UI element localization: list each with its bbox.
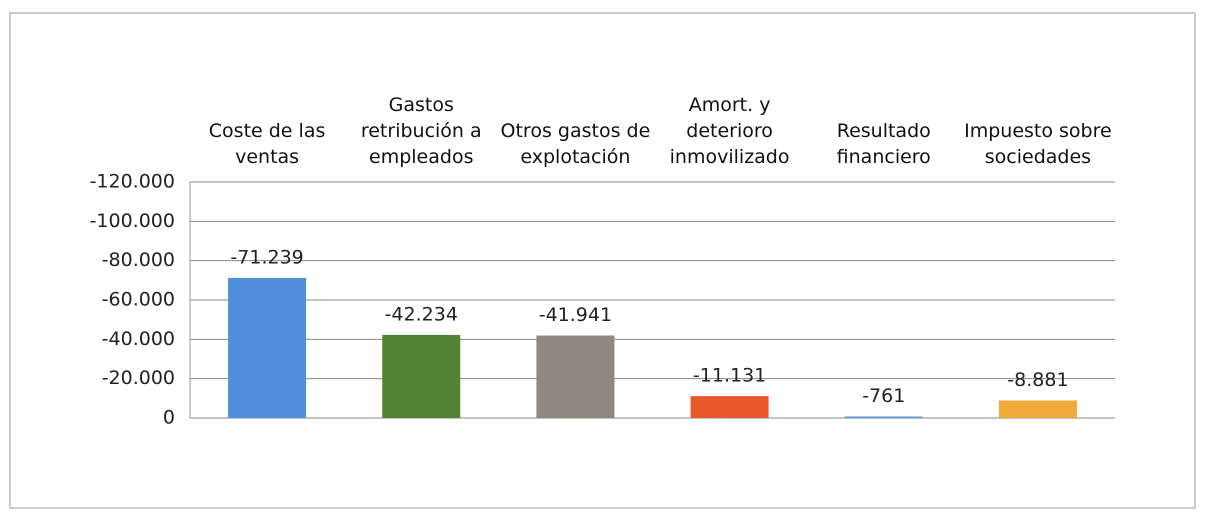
value-label: -8.881: [1007, 369, 1068, 391]
bar: [228, 277, 307, 418]
chart-frame: [9, 12, 1196, 509]
x-tick-label: Gastos retribución a empleados: [360, 94, 482, 168]
y-tick-label: 0: [163, 407, 175, 429]
x-tick-label: Otros gastos de explotación: [500, 120, 651, 168]
y-tick-label: -100.000: [90, 210, 175, 232]
value-label: -42.234: [385, 303, 458, 325]
bar: [690, 396, 769, 418]
y-tick-label: -20.000: [102, 367, 175, 389]
value-label: -41.941: [539, 304, 612, 326]
y-tick-label: -80.000: [102, 249, 175, 271]
bar: [844, 416, 923, 419]
x-tick-label: Coste de las ventas: [208, 120, 326, 168]
value-label: -71.239: [230, 246, 303, 268]
y-tick-label: -60.000: [102, 289, 175, 311]
bar: [536, 335, 615, 418]
x-tick-label: Amort. y deterioro inmovilizado: [669, 94, 790, 168]
y-tick-label: -40.000: [102, 328, 175, 350]
x-tick-label: Impuesto sobre sociedades: [964, 120, 1112, 168]
bar: [382, 334, 461, 418]
x-tick-label: Resultado financiero: [836, 120, 931, 168]
value-label: -11.131: [693, 365, 766, 387]
bar: [998, 400, 1077, 418]
y-tick-label: -120.000: [90, 171, 175, 193]
value-label: -761: [862, 385, 905, 407]
